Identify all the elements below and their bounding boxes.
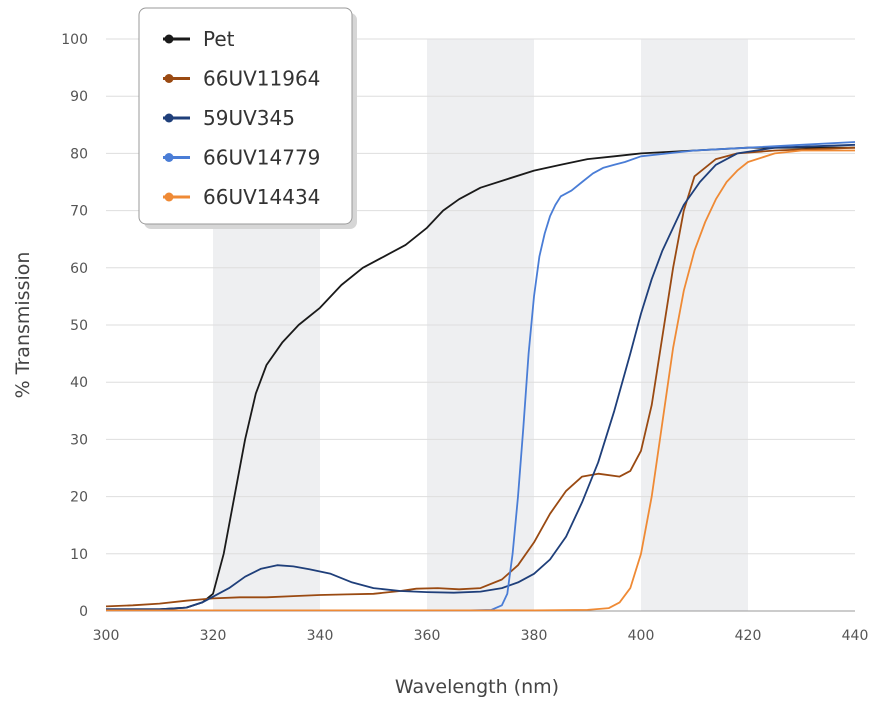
x-tick-label: 360: [414, 628, 441, 644]
y-tick-label: 0: [79, 604, 88, 620]
y-tick-label: 20: [70, 490, 88, 506]
x-tick-label: 320: [200, 628, 227, 644]
legend: Pet 66UV11964 59UV345 66UV14779 66UV14434: [138, 7, 357, 229]
y-tick-label: 90: [70, 89, 88, 105]
series-line-66UV11964: [105, 146, 856, 608]
y-tick-label: 10: [70, 547, 88, 563]
x-tick-label: 300: [93, 628, 120, 644]
y-tick-label: 60: [70, 261, 88, 277]
y-tick-label: 30: [70, 432, 88, 448]
series-lines: [105, 141, 856, 612]
legend-box: [138, 7, 353, 225]
x-axis-title: Wavelength (nm): [395, 676, 559, 698]
legend-marker-59UV345: [164, 113, 174, 123]
legend-label-66UV14434: 66UV14434: [203, 185, 320, 209]
series-line-66UV14434: [106, 149, 855, 612]
axes: 0 10 20 30 40 50 60 70 80 90 100 300 320 340 360 380 400…: [61, 32, 868, 644]
y-tick-label: 100: [61, 32, 88, 48]
legend-marker-Pet: [164, 34, 174, 44]
legend-marker-66UV11964: [164, 74, 174, 83]
y-tick-label: 40: [70, 375, 88, 391]
y-tick-label: 70: [70, 204, 88, 220]
legend-label-59UV345: 59UV345: [203, 106, 295, 130]
legend-label-Pet: Pet: [203, 27, 235, 51]
series-line-59UV345: [106, 143, 856, 611]
x-tick-label: 420: [735, 628, 762, 644]
x-tick-label: 400: [628, 628, 655, 644]
x-tick-label: 340: [307, 628, 334, 644]
legend-marker-66UV14779: [164, 153, 174, 162]
x-tick-label: 380: [521, 628, 548, 644]
legend-label-66UV14779: 66UV14779: [203, 146, 320, 170]
legend-label-66UV11964: 66UV11964: [203, 67, 320, 91]
y-axis-title: % Transmission: [12, 252, 34, 399]
y-tick-label: 80: [70, 146, 88, 162]
legend-marker-66UV14434: [164, 192, 174, 202]
y-tick-label: 50: [70, 318, 88, 334]
series-line-Pet: [106, 146, 855, 611]
x-tick-label: 440: [842, 628, 869, 644]
